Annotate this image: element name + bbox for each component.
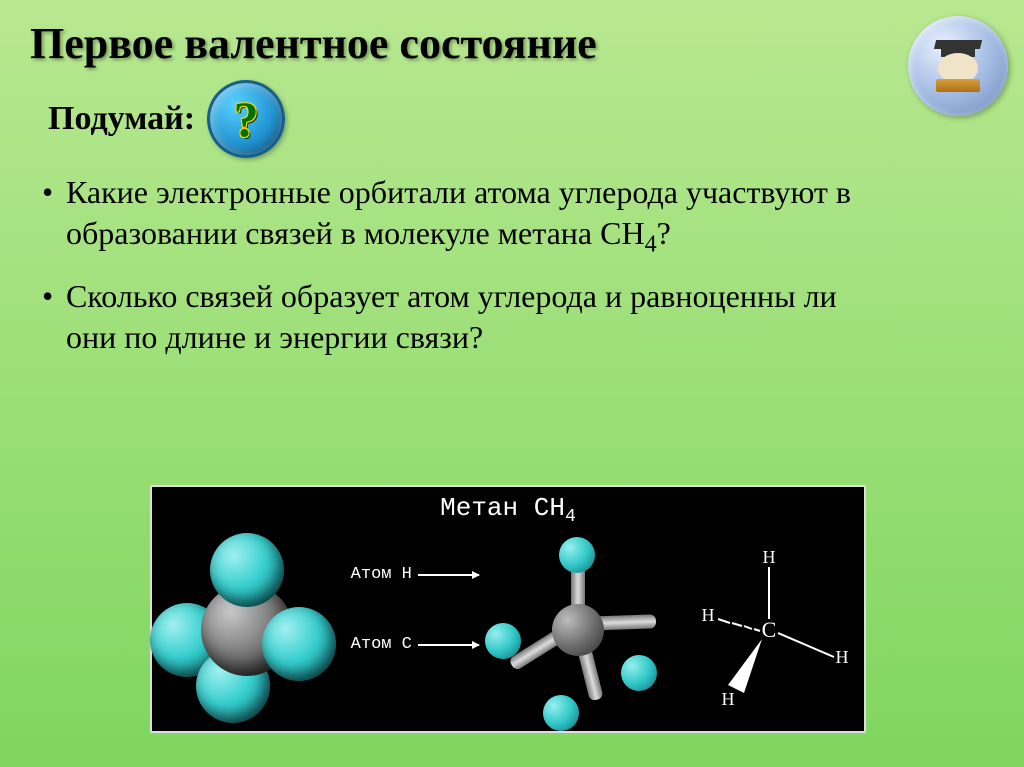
atom-labels: Атом H Атом C [343, 527, 483, 733]
hydrogen-atom-icon [485, 623, 521, 659]
wedge-model: C H H H H [673, 527, 864, 733]
svg-text:H: H [835, 647, 848, 667]
label-atom-h: Атом H [351, 565, 479, 584]
bullet-text-post: ? [657, 215, 671, 251]
svg-text:C: C [761, 617, 776, 642]
svg-text:H: H [721, 689, 734, 709]
hydrogen-atom-icon [543, 695, 579, 731]
bullet-text-pre: Сколько связей образует атом углерода и … [66, 278, 837, 355]
svg-text:H: H [762, 547, 775, 567]
subtitle-row: Подумай: ? [48, 80, 994, 158]
spacefill-model [152, 527, 343, 733]
bullet-subscript: 4 [645, 232, 657, 258]
molecule-panel: Метан CH4 Атом H Атом C [150, 485, 866, 733]
ball-stick-model [483, 527, 674, 733]
question-mark-icon: ? [207, 80, 285, 158]
slide-root: Первое валентное состояние Подумай: ? Ка… [0, 0, 1024, 767]
svg-text:H: H [701, 605, 714, 625]
bullet-text-pre: Какие электронные орбитали атома углерод… [66, 174, 851, 251]
slide-title: Первое валентное состояние [30, 20, 994, 68]
molecule-body: Атом H Атом C [152, 527, 864, 733]
hydrogen-atom-icon [210, 533, 284, 607]
label-atom-c: Атом C [351, 635, 479, 654]
hydrogen-atom-icon [559, 537, 595, 573]
bullet-item: Сколько связей образует атом углерода и … [38, 276, 858, 358]
subtitle-text: Подумай: [48, 100, 195, 138]
molecule-title: Метан CH4 [152, 487, 864, 527]
bullet-list: Какие электронные орбитали атома углерод… [38, 172, 858, 358]
mascot-owl-icon [932, 40, 984, 92]
mascot-badge-icon [908, 16, 1008, 116]
bullet-item: Какие электронные орбитали атома углерод… [38, 172, 858, 260]
hydrogen-atom-icon [621, 655, 657, 691]
hydrogen-atom-icon [262, 607, 336, 681]
carbon-atom-icon [552, 604, 604, 656]
